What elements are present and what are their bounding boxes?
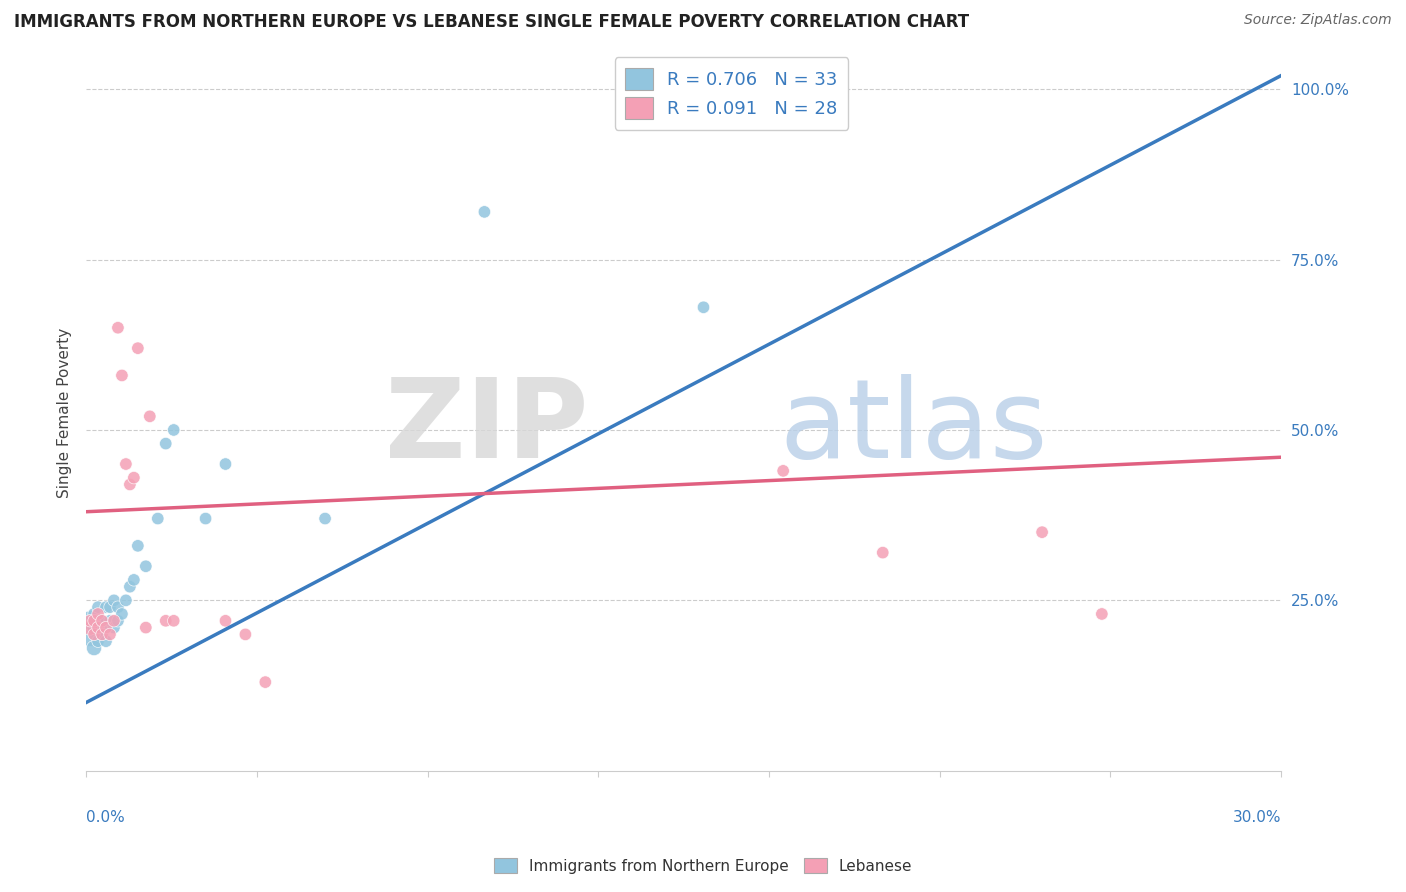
Point: [94, 634, 117, 648]
Point: [83, 627, 105, 641]
Point: [118, 580, 141, 594]
Point: [155, 436, 177, 450]
Point: [87, 634, 110, 648]
Point: [94, 600, 117, 615]
Point: [83, 640, 105, 655]
Point: [146, 511, 169, 525]
Point: [474, 205, 496, 219]
Point: [111, 607, 134, 621]
Point: [87, 614, 110, 628]
Point: [314, 511, 336, 525]
Point: [79, 621, 101, 635]
Point: [254, 675, 277, 690]
Text: atlas: atlas: [779, 374, 1047, 481]
Point: [103, 593, 125, 607]
Point: [122, 470, 145, 484]
Point: [1091, 607, 1114, 621]
Point: [103, 621, 125, 635]
Point: [79, 614, 101, 628]
Point: [118, 477, 141, 491]
Point: [83, 621, 105, 635]
Point: [87, 621, 110, 635]
Point: [103, 614, 125, 628]
Point: [772, 464, 794, 478]
Point: [79, 627, 101, 641]
Text: ZIP: ZIP: [385, 374, 588, 481]
Point: [87, 600, 110, 615]
Y-axis label: Single Female Poverty: Single Female Poverty: [58, 327, 72, 498]
Point: [83, 614, 105, 628]
Point: [91, 614, 114, 628]
Point: [83, 607, 105, 621]
Point: [872, 546, 894, 560]
Point: [91, 627, 114, 641]
Point: [115, 593, 138, 607]
Legend: R = 0.706   N = 33, R = 0.091   N = 28: R = 0.706 N = 33, R = 0.091 N = 28: [614, 57, 848, 130]
Point: [98, 600, 121, 615]
Point: [111, 368, 134, 383]
Point: [94, 621, 117, 635]
Point: [692, 300, 714, 314]
Point: [98, 614, 121, 628]
Point: [214, 614, 236, 628]
Point: [91, 614, 114, 628]
Text: Source: ZipAtlas.com: Source: ZipAtlas.com: [1244, 13, 1392, 28]
Point: [94, 621, 117, 635]
Point: [139, 409, 162, 424]
Point: [1031, 525, 1053, 540]
Point: [79, 614, 101, 628]
Point: [91, 627, 114, 641]
Point: [107, 320, 129, 334]
Point: [107, 600, 129, 615]
Point: [135, 621, 157, 635]
Point: [127, 539, 149, 553]
Point: [107, 614, 129, 628]
Point: [194, 511, 217, 525]
Legend: Immigrants from Northern Europe, Lebanese: Immigrants from Northern Europe, Lebanes…: [488, 852, 918, 880]
Point: [163, 423, 186, 437]
Point: [122, 573, 145, 587]
Point: [127, 341, 149, 355]
Text: 0.0%: 0.0%: [86, 810, 125, 825]
Point: [155, 614, 177, 628]
Point: [115, 457, 138, 471]
Point: [214, 457, 236, 471]
Point: [235, 627, 257, 641]
Point: [135, 559, 157, 574]
Point: [87, 607, 110, 621]
Point: [163, 614, 186, 628]
Text: 30.0%: 30.0%: [1233, 810, 1281, 825]
Point: [98, 627, 121, 641]
Text: IMMIGRANTS FROM NORTHERN EUROPE VS LEBANESE SINGLE FEMALE POVERTY CORRELATION CH: IMMIGRANTS FROM NORTHERN EUROPE VS LEBAN…: [14, 13, 969, 31]
